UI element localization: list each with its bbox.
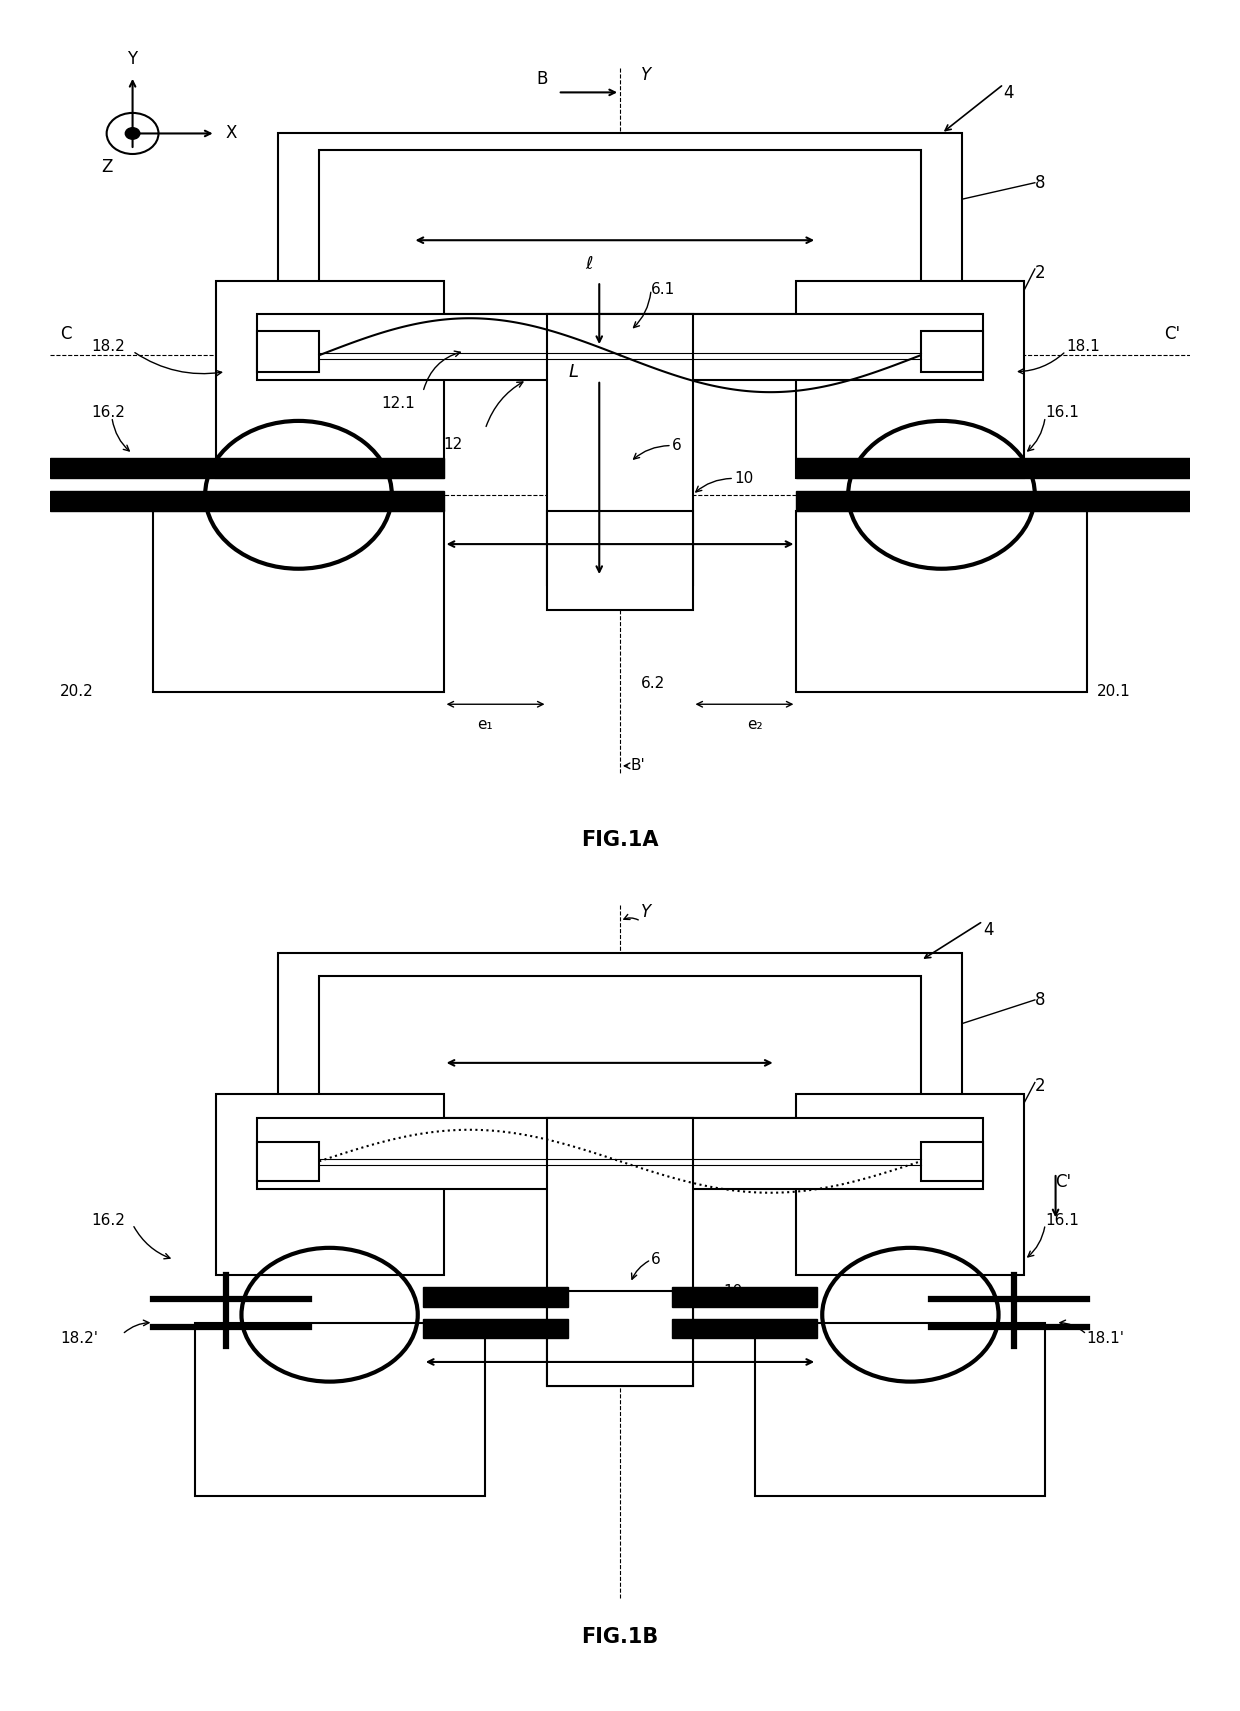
Bar — [195, 1323, 485, 1495]
Bar — [547, 1117, 693, 1386]
Bar — [796, 459, 1190, 479]
Text: C': C' — [1055, 1174, 1071, 1191]
Text: 8: 8 — [1035, 991, 1045, 1009]
Text: FIG.1A: FIG.1A — [582, 830, 658, 850]
Bar — [672, 1319, 817, 1338]
Text: 6.1: 6.1 — [651, 282, 676, 298]
Bar — [50, 459, 444, 479]
Text: 16.1: 16.1 — [1045, 1213, 1079, 1228]
Text: 4: 4 — [1003, 84, 1014, 103]
Bar — [796, 1095, 1024, 1275]
Bar — [257, 1141, 319, 1181]
Text: FIG.1B: FIG.1B — [582, 1627, 658, 1648]
Text: 6: 6 — [672, 438, 682, 453]
Text: 18.1: 18.1 — [1066, 339, 1100, 354]
Text: 4: 4 — [983, 921, 993, 939]
Bar — [921, 330, 983, 371]
Bar — [547, 315, 693, 585]
Bar — [796, 491, 1190, 512]
Bar — [216, 281, 444, 479]
Text: ℓ: ℓ — [585, 255, 593, 274]
Text: 18.2: 18.2 — [91, 339, 125, 354]
Bar — [423, 1319, 568, 1338]
Text: 10: 10 — [724, 1283, 743, 1299]
Text: 16.1: 16.1 — [1045, 406, 1079, 421]
Text: Y: Y — [641, 67, 651, 84]
Text: B: B — [536, 70, 547, 89]
Text: 6: 6 — [651, 1252, 661, 1268]
Text: A: A — [60, 464, 72, 483]
Text: 12: 12 — [444, 438, 463, 452]
Text: 10: 10 — [734, 471, 754, 486]
Bar — [257, 1117, 983, 1189]
Bar — [423, 1287, 568, 1307]
Bar — [257, 315, 983, 380]
Text: 18.1': 18.1' — [1086, 1331, 1125, 1347]
Text: 16.2: 16.2 — [91, 1213, 125, 1228]
Text: C': C' — [1164, 325, 1180, 342]
Text: L: L — [568, 363, 579, 380]
Text: Z: Z — [100, 157, 113, 176]
Text: Y: Y — [128, 50, 138, 68]
Text: 8: 8 — [1035, 175, 1045, 192]
Text: 20.1: 20.1 — [1097, 684, 1131, 700]
Text: 18.2': 18.2' — [60, 1331, 98, 1347]
Text: 16.2: 16.2 — [91, 406, 125, 421]
Bar — [257, 330, 319, 371]
Bar — [755, 1323, 1045, 1495]
Text: B': B' — [630, 758, 645, 773]
Text: 2: 2 — [1035, 1078, 1045, 1095]
Bar — [921, 1141, 983, 1181]
Bar — [547, 1292, 693, 1386]
Circle shape — [125, 128, 140, 139]
Text: 12.1: 12.1 — [382, 397, 415, 411]
Bar — [319, 151, 921, 315]
Bar — [50, 491, 444, 512]
Text: C: C — [60, 325, 72, 342]
Text: 2: 2 — [1035, 263, 1045, 282]
Text: 6.2: 6.2 — [641, 676, 665, 691]
Bar — [278, 953, 962, 1141]
Text: Y: Y — [641, 903, 651, 921]
Bar — [319, 977, 921, 1117]
Bar — [796, 281, 1024, 479]
Bar — [672, 1287, 817, 1307]
Text: A': A' — [1164, 464, 1180, 483]
Bar — [278, 133, 962, 339]
Text: e₂: e₂ — [746, 717, 763, 732]
Bar — [216, 1095, 444, 1275]
Bar — [154, 512, 444, 691]
Text: 20.2: 20.2 — [60, 684, 94, 700]
Text: e₁: e₁ — [477, 717, 494, 732]
Bar — [796, 512, 1086, 691]
Bar — [547, 512, 693, 609]
Text: X: X — [226, 125, 237, 142]
